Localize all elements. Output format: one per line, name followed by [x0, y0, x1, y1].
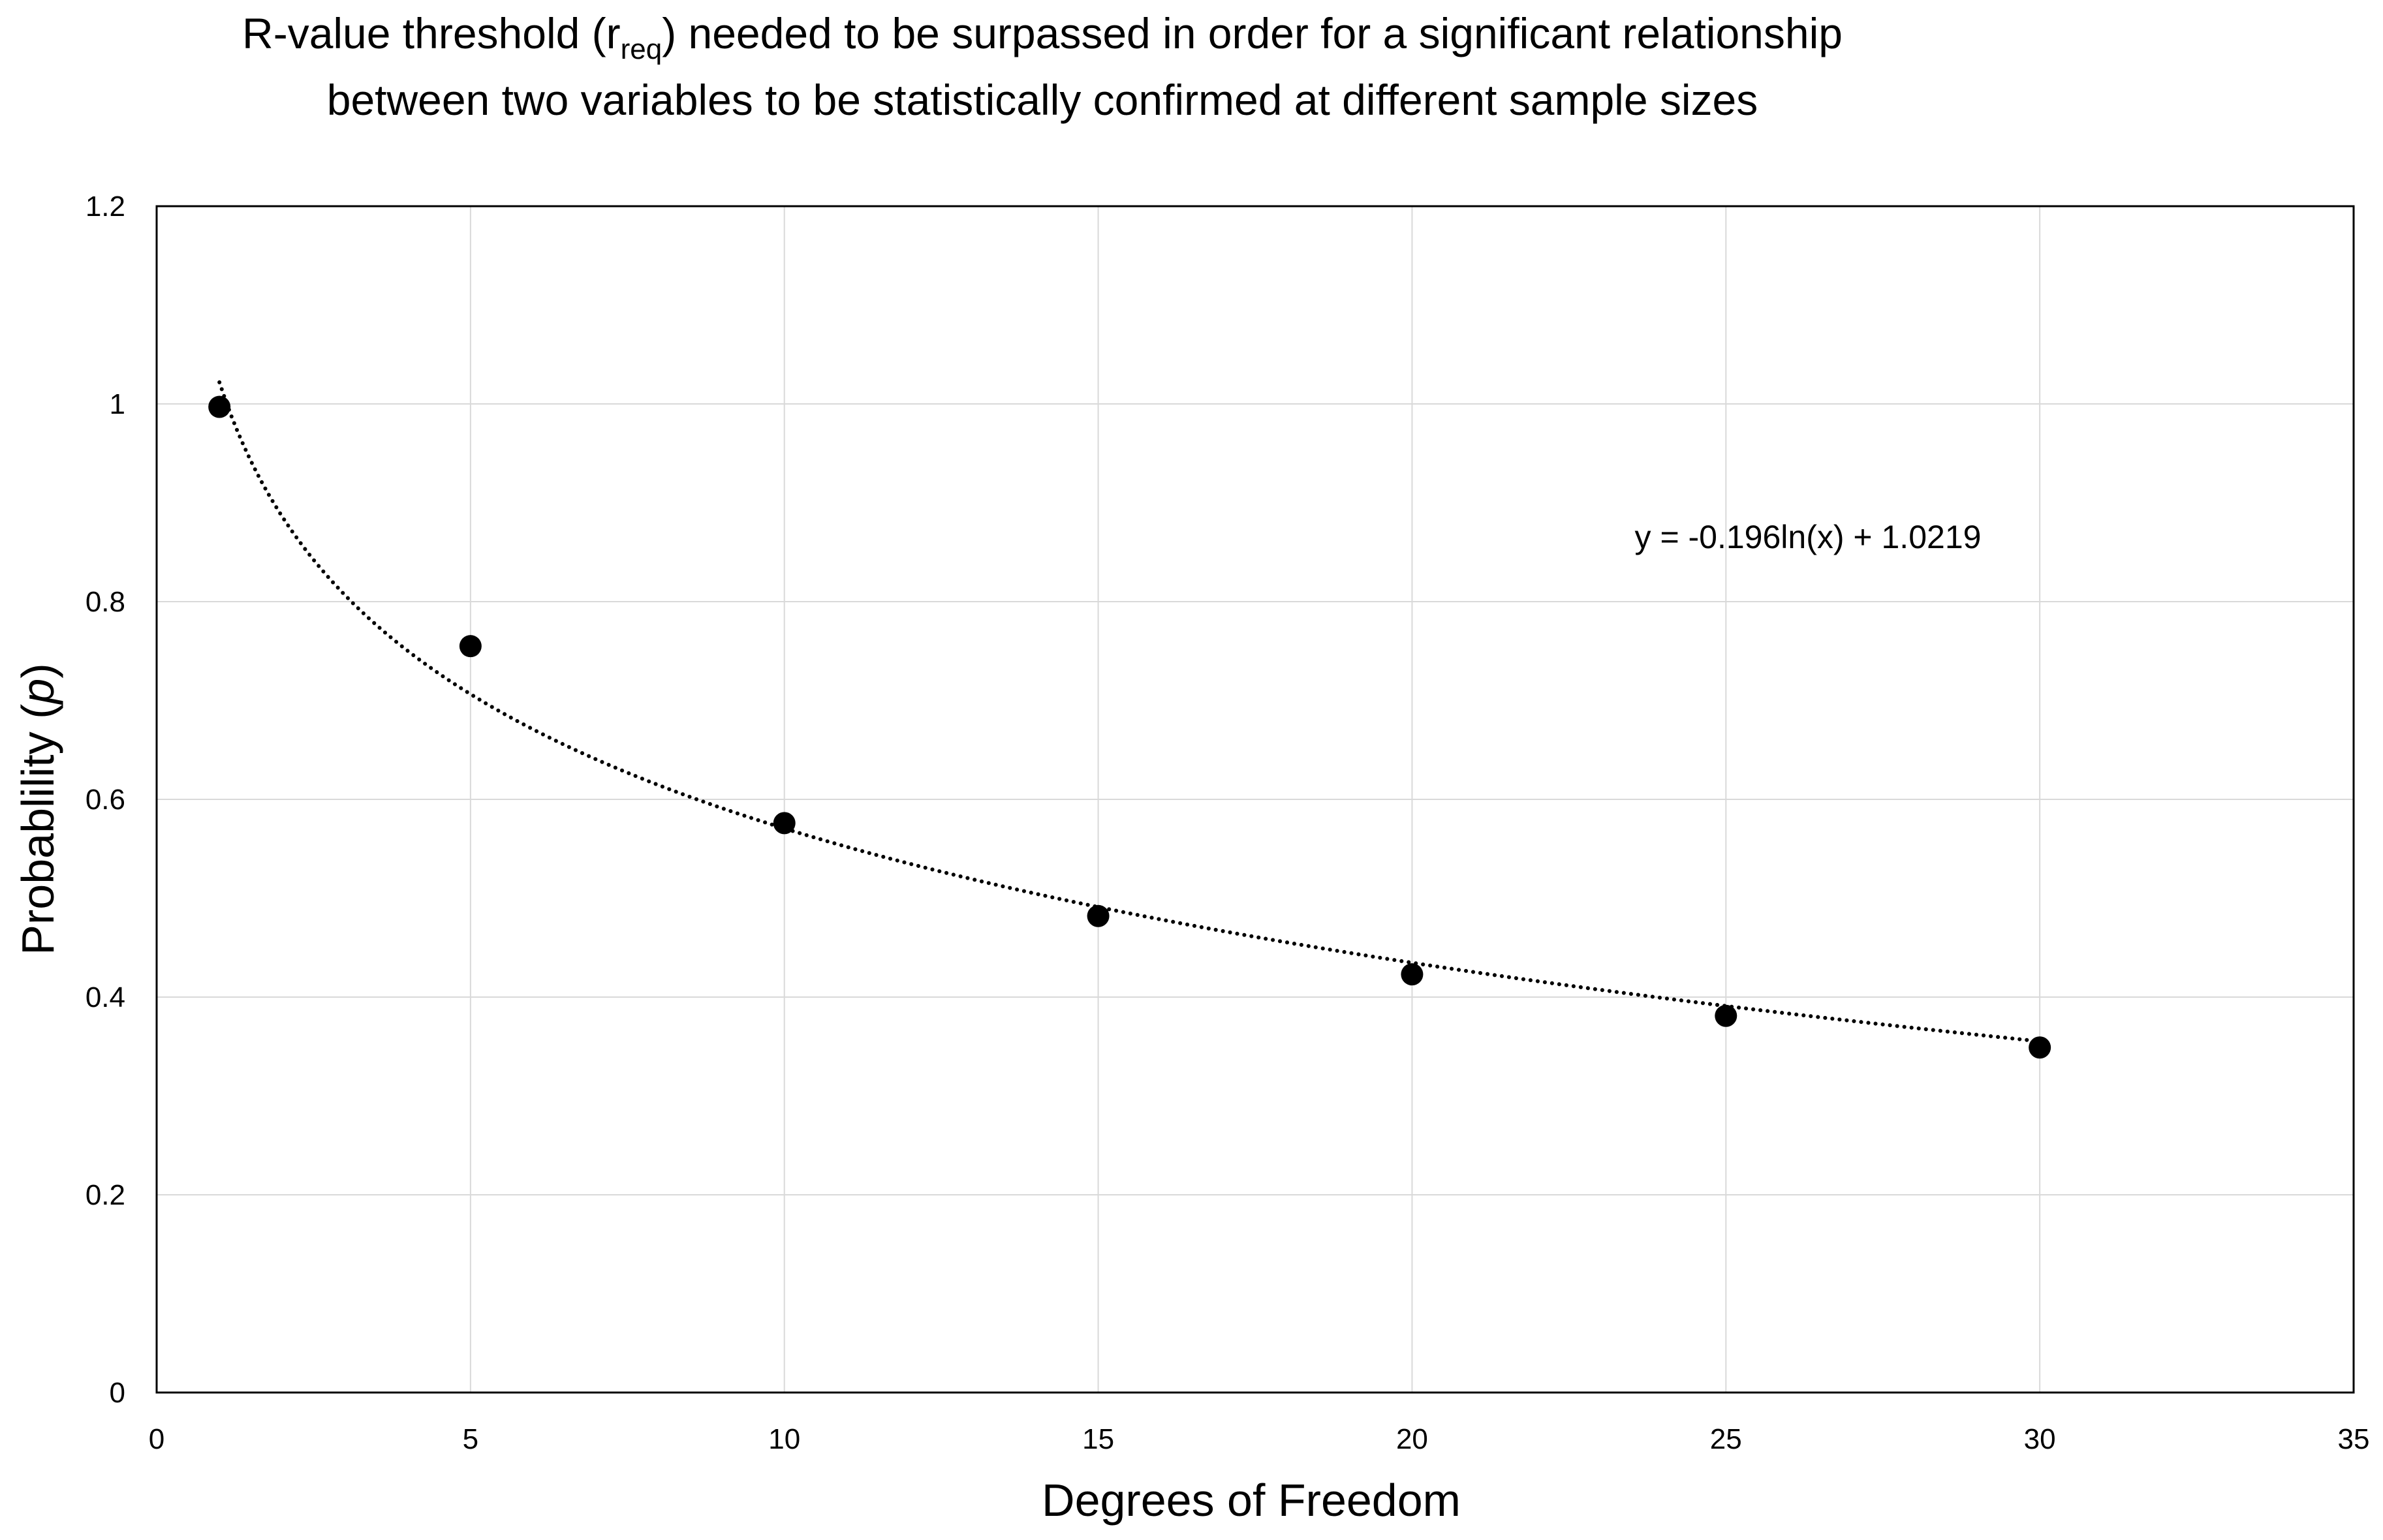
x-tick-label: 0: [149, 1423, 164, 1455]
data-point: [1715, 1004, 1737, 1027]
y-tick-label: 1: [110, 388, 125, 420]
data-point: [459, 635, 482, 658]
x-tick-label: 25: [1710, 1423, 1742, 1455]
chart-title-line-2: between two variables to be statisticall…: [327, 76, 1758, 124]
x-tick-label: 35: [2338, 1423, 2370, 1455]
x-tick-label: 15: [1082, 1423, 1114, 1455]
plot-frame: [155, 205, 2355, 1394]
data-point: [1087, 904, 1110, 927]
grid-lines: [157, 206, 2354, 1393]
x-tick-label: 10: [768, 1423, 800, 1455]
y-tick-label: 0.6: [86, 784, 125, 816]
y-tick-label: 0.2: [86, 1179, 125, 1211]
y-axis-title-suffix: ): [12, 663, 63, 678]
x-tick-label: 5: [463, 1423, 478, 1455]
x-tick-label: 20: [1396, 1423, 1428, 1455]
data-points: [208, 395, 2051, 1059]
y-axis-title-italic: p: [12, 679, 63, 705]
plot-area: [155, 205, 2355, 1394]
data-point: [2029, 1036, 2051, 1059]
chart-title-subscript: req: [621, 33, 662, 65]
x-axis-tick-labels: 0 5 10 15 20 25 30 35: [149, 1423, 2370, 1455]
y-tick-label: 0: [110, 1377, 125, 1409]
x-axis-title: Degrees of Freedom: [1042, 1475, 1461, 1526]
x-tick-label: 30: [2024, 1423, 2056, 1455]
y-axis-tick-labels: 0 0.2 0.4 0.6 0.8 1 1.2: [86, 191, 125, 1409]
data-point: [1401, 963, 1424, 986]
trendline: [217, 380, 2042, 1043]
y-axis-title-prefix: Probablility (: [12, 704, 63, 955]
trendline-equation: y = -0.196ln(x) + 1.0219: [1635, 519, 1982, 555]
chart-title-suffix: ) needed to be surpassed in order for a …: [662, 9, 1843, 57]
data-point: [773, 812, 796, 835]
y-axis-title: Probablility (p): [12, 663, 63, 955]
y-tick-label: 0.8: [86, 586, 125, 618]
y-tick-label: 0.4: [86, 981, 125, 1013]
y-tick-label: 1.2: [86, 191, 125, 223]
data-point: [208, 395, 231, 418]
chart-title-line-1: R-value threshold (rreq) needed to be su…: [242, 9, 1843, 65]
chart-title-prefix: R-value threshold (r: [242, 9, 621, 57]
